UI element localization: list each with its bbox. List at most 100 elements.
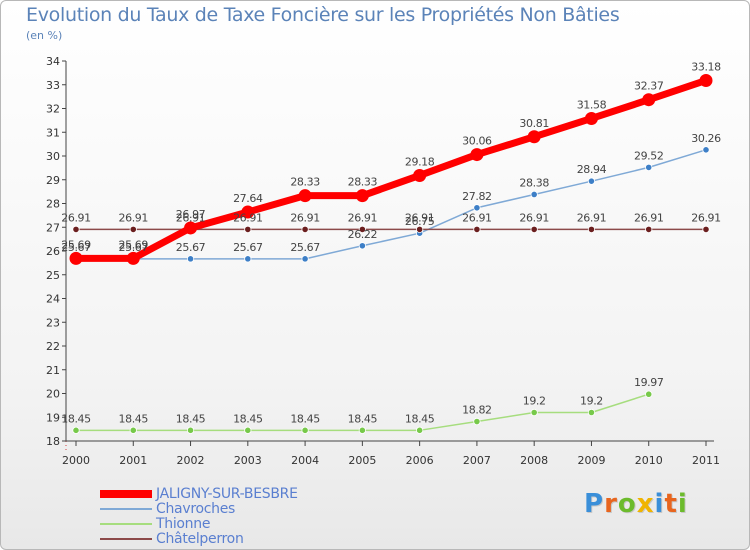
- data-point-jaligny-sur-besbre: [241, 205, 255, 219]
- data-point-thionne: [645, 390, 653, 398]
- data-label: 18.45: [290, 412, 320, 425]
- data-point-chavroches: [358, 242, 366, 250]
- data-label: 18.45: [348, 412, 378, 425]
- data-point-thionne: [587, 408, 596, 417]
- data-label: 19.2: [580, 395, 603, 408]
- y-tick-label: 31: [46, 126, 60, 139]
- data-label: 28.33: [290, 176, 320, 189]
- data-point-thionne: [530, 408, 538, 417]
- data-label: 28.33: [348, 176, 378, 189]
- data-point-chavroches: [702, 146, 710, 154]
- legend-item-chatelperron: Châtelperron: [100, 530, 298, 547]
- data-point-chatelperron: [702, 225, 710, 233]
- legend-item-chavroches: Chavroches: [100, 500, 298, 517]
- proxiti-logo: Proxiti: [584, 489, 688, 519]
- y-tick-label: 25: [46, 269, 60, 282]
- y-tick-label: 20: [46, 388, 60, 401]
- x-tick-label: 2007: [463, 454, 491, 467]
- data-point-chavroches: [186, 255, 195, 263]
- series-line-jaligny-sur-besbre: [72, 76, 710, 262]
- y-tick-label: 22: [46, 340, 60, 353]
- data-label: 26.91: [233, 211, 263, 224]
- legend-swatch: [100, 537, 152, 540]
- data-label: 26.91: [119, 211, 149, 224]
- data-point-jaligny-sur-besbre: [298, 189, 312, 203]
- x-tick-label: 2008: [520, 454, 548, 467]
- y-tick-label: 32: [46, 103, 60, 116]
- data-point-thionne: [416, 426, 424, 434]
- data-label: 25.67: [176, 241, 206, 254]
- data-label: 26.91: [577, 211, 607, 224]
- data-point-jaligny-sur-besbre: [126, 251, 140, 265]
- data-point-chavroches: [645, 163, 653, 171]
- data-point-chatelperron: [301, 225, 309, 233]
- legend-swatch: [100, 507, 152, 510]
- data-point-chatelperron: [244, 225, 252, 233]
- y-tick-label: 34: [46, 55, 60, 68]
- data-label: 26.91: [348, 211, 378, 224]
- data-label: 26.22: [348, 228, 378, 241]
- data-point-jaligny-sur-besbre: [527, 130, 541, 144]
- data-point-chavroches: [473, 204, 481, 212]
- data-label: 31.58: [577, 98, 607, 111]
- chart-title: Evolution du Taux de Taxe Foncière sur l…: [26, 4, 620, 26]
- data-label: 26.91: [634, 211, 664, 224]
- legend-item-thionne: Thionne: [100, 516, 298, 532]
- data-label: 18.45: [119, 412, 149, 425]
- x-tick-label: 2004: [291, 454, 319, 467]
- data-label: 27.82: [462, 190, 492, 203]
- y-tick-label: 18: [46, 435, 60, 448]
- y-tick-label: 24: [46, 293, 60, 306]
- chart-unit-label: (en %): [26, 29, 63, 42]
- data-point-jaligny-sur-besbre: [69, 251, 83, 265]
- x-tick-label: 2003: [234, 454, 262, 467]
- x-tick-label: 2000: [62, 454, 90, 467]
- legend-label: Châtelperron: [156, 530, 244, 547]
- data-point-chatelperron: [416, 225, 424, 233]
- x-tick-label: 2006: [406, 454, 434, 467]
- data-label: 26.91: [405, 211, 435, 224]
- data-label: 26.97: [176, 208, 206, 221]
- data-point-jaligny-sur-besbre: [642, 93, 656, 107]
- data-label: 30.81: [519, 117, 549, 130]
- data-label: 25.69: [119, 238, 149, 251]
- data-label: 26.91: [176, 211, 206, 224]
- y-tick-label: 33: [46, 79, 60, 92]
- data-point-thionne: [473, 417, 481, 426]
- data-point-thionne: [301, 426, 309, 434]
- data-label: 18.45: [176, 412, 206, 425]
- data-label: 19.97: [634, 376, 664, 389]
- data-point-jaligny-sur-besbre: [184, 221, 198, 235]
- y-tick-label: 26: [46, 245, 60, 258]
- data-label: 30.26: [691, 132, 721, 145]
- data-label: 26.91: [462, 211, 492, 224]
- y-tick-label: 21: [46, 364, 60, 377]
- data-point-chatelperron: [358, 225, 366, 233]
- data-point-jaligny-sur-besbre: [355, 189, 369, 203]
- y-tick-label: 29: [46, 174, 60, 187]
- data-point-chatelperron: [129, 225, 137, 233]
- data-point-chavroches: [530, 190, 538, 199]
- legend-label: Chavroches: [156, 500, 236, 517]
- data-label: 26.91: [290, 211, 320, 224]
- data-point-chavroches: [244, 255, 252, 263]
- data-point-thionne: [72, 426, 80, 434]
- x-tick-label: 2001: [119, 454, 147, 467]
- data-point-chatelperron: [473, 225, 481, 233]
- data-point-jaligny-sur-besbre: [470, 148, 484, 162]
- data-point-thionne: [244, 426, 252, 434]
- x-tick-label: 2010: [635, 454, 663, 467]
- data-label: 28.38: [519, 176, 549, 189]
- y-tick-label: 27: [46, 221, 60, 234]
- data-label: 19.2: [523, 395, 546, 408]
- data-point-chavroches: [587, 177, 596, 185]
- data-point-thionne: [186, 426, 195, 434]
- legend-item-jaligny-sur-besbre: JALIGNY-SUR-BESBRE: [100, 486, 298, 502]
- data-point-chatelperron: [587, 225, 596, 233]
- data-point-thionne: [358, 426, 366, 434]
- data-label: 18.82: [462, 404, 492, 417]
- y-tick-label: 19: [46, 411, 60, 424]
- data-label: 29.18: [405, 155, 435, 168]
- data-label: 27.64: [233, 192, 263, 205]
